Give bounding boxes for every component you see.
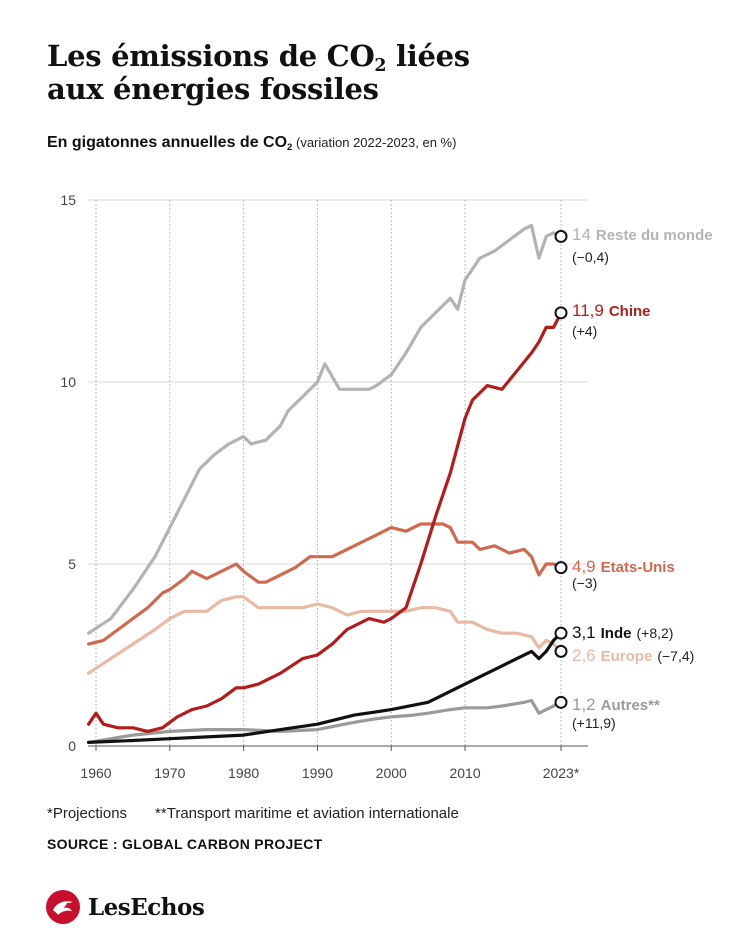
subtitle-note: (variation 2022-2023, en %)	[292, 135, 457, 150]
footnotes: *Projections **Transport maritime et avia…	[47, 805, 459, 822]
end-value-reste: 14	[572, 225, 591, 244]
series-name-reste: Reste du monde	[596, 227, 713, 244]
end-marker-autres	[554, 695, 568, 709]
y-tick-label: 10	[60, 374, 76, 390]
end-value-usa: 4,9	[572, 557, 596, 576]
x-tick-label: 1990	[302, 765, 333, 781]
end-change-autres: (+11,9)	[572, 715, 616, 731]
series-line-autres	[86, 698, 563, 745]
x-tick-label: 2023*	[543, 765, 580, 781]
series-name-usa: Etats-Unis	[601, 559, 675, 576]
chart-title: Les émissions de CO2 liées aux énergies …	[47, 40, 470, 106]
footnote-projections: *Projections	[47, 805, 128, 822]
series-line-reste	[86, 223, 563, 635]
title-line-1: Les émissions de CO2 liées	[47, 39, 470, 77]
end-label-usa: 4,9 Etats-Unis	[572, 557, 675, 576]
series-line-chine	[86, 311, 563, 734]
series-name-inde: Inde	[601, 625, 632, 642]
end-label-chine: 11,9 Chine	[572, 301, 651, 320]
series-line-europe	[86, 595, 563, 675]
end-marker-usa	[554, 561, 568, 575]
end-value-inde: 3,1	[572, 623, 596, 642]
brand-logo: LesEchos	[46, 890, 205, 924]
series-line-inde	[86, 631, 563, 745]
end-marker-reste	[554, 229, 568, 243]
x-tick-label: 2010	[449, 765, 480, 781]
footnote-transport: **Transport maritime et aviation interna…	[155, 805, 459, 822]
series-name-europe: Europe	[601, 648, 653, 665]
title-line-2: aux énergies fossiles	[47, 72, 379, 106]
end-change-inde: (+8,2)	[636, 625, 673, 641]
end-label-autres: 1,2 Autres**	[572, 695, 660, 714]
chart-grid	[88, 199, 588, 751]
end-change-europe: (−7,4)	[657, 648, 694, 664]
end-marker-chine	[554, 306, 568, 320]
end-label-europe: 2,6 Europe (−7,4)	[572, 646, 694, 665]
end-change-usa: (−3)	[572, 575, 597, 591]
end-marker-inde	[554, 626, 568, 640]
end-label-reste: 14 Reste du monde	[572, 225, 713, 244]
x-tick-label: 2000	[376, 765, 407, 781]
end-marker-europe	[554, 644, 568, 658]
end-value-europe: 2,6	[572, 646, 596, 665]
les-echos-logo-icon	[46, 890, 80, 924]
x-tick-label: 1970	[154, 765, 185, 781]
line-chart: 0 5 10 15 1960 1970 1980 1990 2000 2010 2023* 14 Re…	[60, 192, 713, 781]
end-change-chine: (+4)	[572, 323, 597, 339]
brand-name: LesEchos	[88, 893, 205, 921]
y-tick-label: 5	[68, 556, 76, 572]
end-value-chine: 11,9	[572, 301, 604, 320]
series-name-chine: Chine	[609, 303, 651, 320]
end-value-autres: 1,2	[572, 695, 596, 714]
series-name-autres: Autres**	[601, 697, 660, 714]
source-credit: SOURCE : GLOBAL CARBON PROJECT	[47, 836, 323, 852]
chart-series-lines	[86, 223, 563, 745]
chart-end-markers	[554, 229, 568, 709]
y-tick-label: 15	[60, 192, 76, 208]
end-label-inde: 3,1 Inde (+8,2)	[572, 623, 673, 642]
end-change-reste: (−0,4)	[572, 249, 609, 265]
x-tick-label: 1960	[80, 765, 111, 781]
chart-subtitle: En gigatonnes annuelles de CO2 (variatio…	[47, 134, 457, 153]
y-tick-label: 0	[68, 738, 76, 754]
x-tick-label: 1980	[228, 765, 259, 781]
chart-axis-labels: 0 5 10 15 1960 1970 1980 1990 2000 2010 2023*	[60, 192, 579, 781]
series-line-usa	[86, 522, 563, 646]
chart-end-labels: 14 Reste du monde (−0,4) 11,9 Chine (+4) 4,9 Et…	[572, 225, 713, 731]
